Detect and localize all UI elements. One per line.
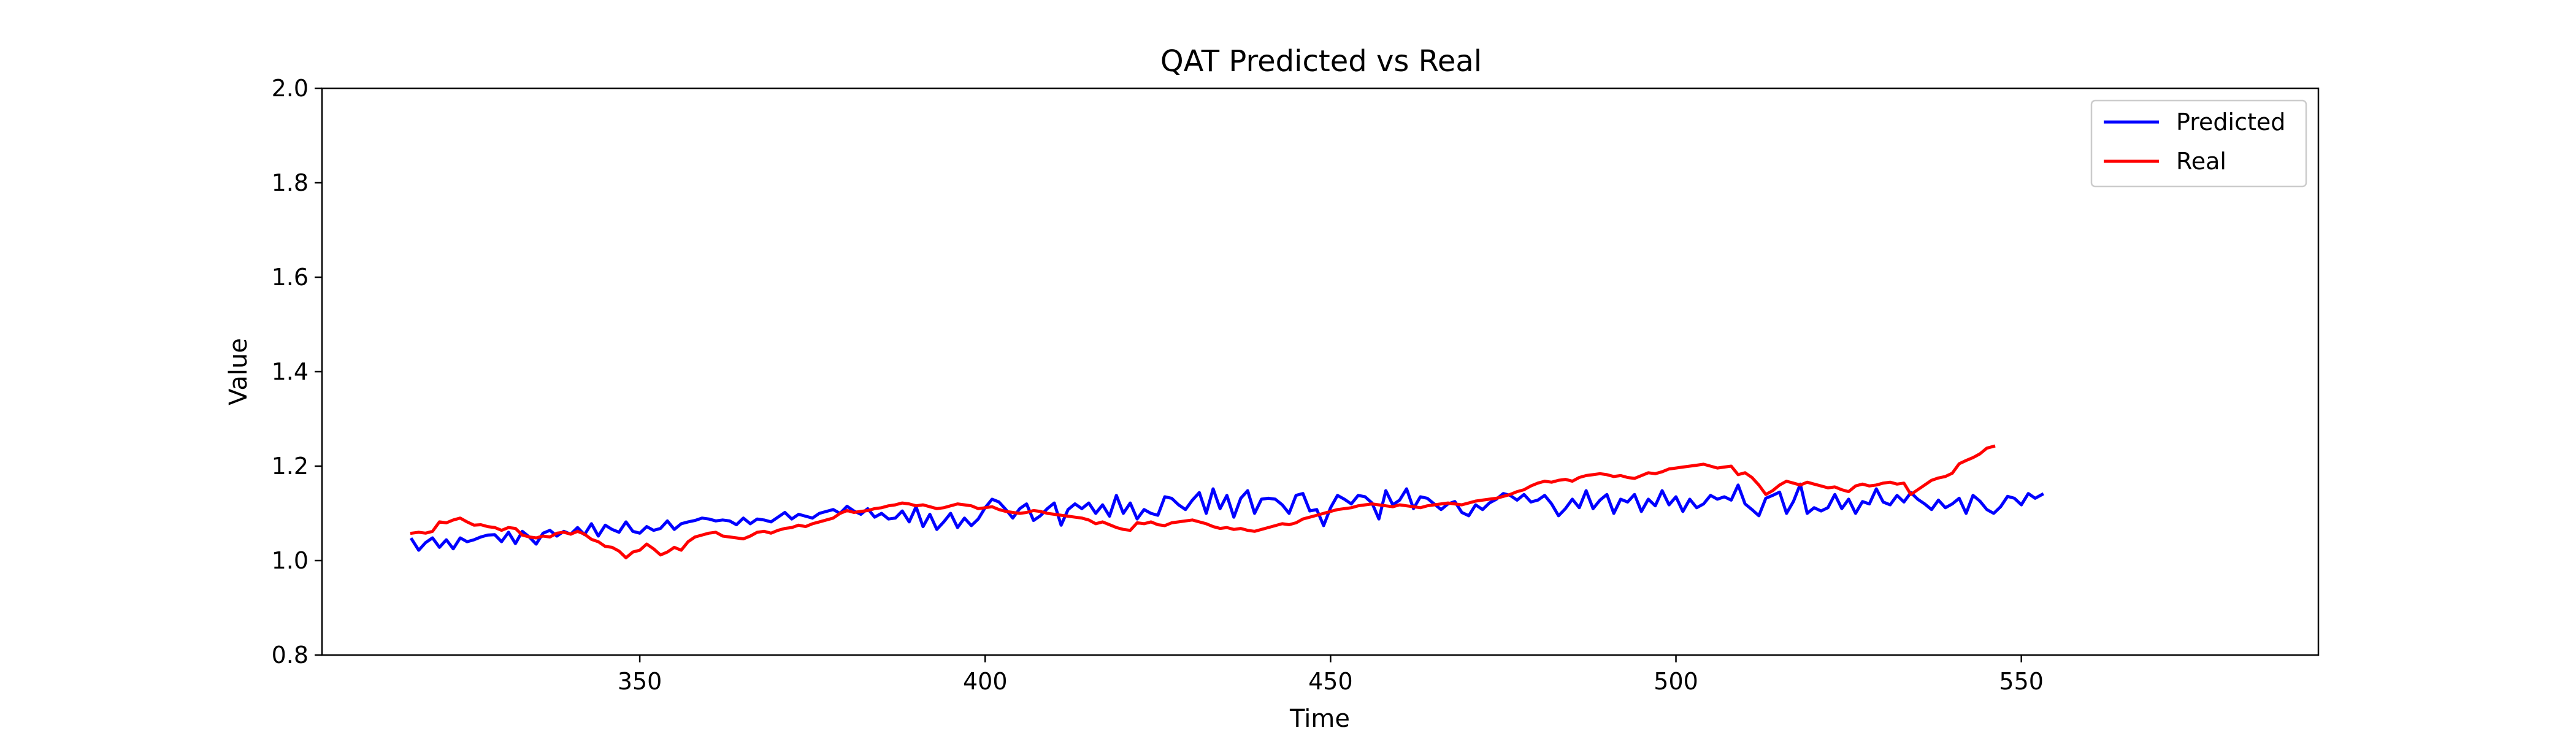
chart-title: QAT Predicted vs Real xyxy=(1160,44,1482,79)
plot-area xyxy=(322,88,2318,655)
x-tick-label: 350 xyxy=(618,668,662,695)
legend-label-predicted: Predicted xyxy=(2176,109,2285,136)
x-axis-label: Time xyxy=(1289,705,1350,733)
legend-label-real: Real xyxy=(2176,148,2226,175)
x-axis: 350 400 450 500 550 xyxy=(618,655,2044,695)
x-tick-label: 550 xyxy=(1999,668,2044,695)
series-lines xyxy=(409,444,2044,559)
x-tick-label: 450 xyxy=(1308,668,1353,695)
y-tick-label: 1.2 xyxy=(272,453,309,480)
series-line-predicted xyxy=(409,482,2044,552)
x-tick-label: 400 xyxy=(963,668,1008,695)
series-line-real xyxy=(410,444,1996,559)
y-tick-label: 1.6 xyxy=(272,264,309,291)
y-axis-label: Value xyxy=(224,338,253,405)
y-tick-label: 1.0 xyxy=(272,547,309,574)
y-tick-label: 1.4 xyxy=(272,358,309,385)
x-tick-label: 500 xyxy=(1654,668,1698,695)
y-tick-label: 2.0 xyxy=(272,75,309,102)
y-axis: 0.8 1.0 1.2 1.4 1.6 1.8 2.0 xyxy=(272,75,322,669)
legend: Predicted Real xyxy=(2090,99,2307,188)
y-tick-label: 1.8 xyxy=(272,169,309,196)
y-tick-label: 0.8 xyxy=(272,642,309,669)
